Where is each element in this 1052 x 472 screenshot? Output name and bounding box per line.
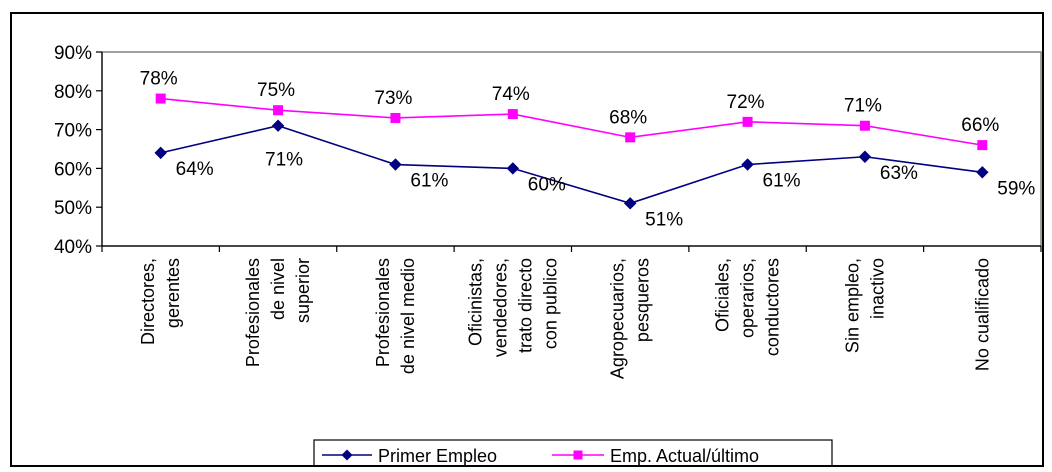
- data-label-emp-actual: 74%: [492, 84, 530, 105]
- x-category-label-line: Oficinistas,: [465, 258, 485, 346]
- x-category-label-line: conductores: [763, 258, 783, 356]
- x-category-label-line: Profesionales: [243, 258, 263, 367]
- data-labels: 78% 75% 73% 74% 68% 72% 71% 66% 64% 71% 61% 60% 51% 6…: [140, 69, 1036, 231]
- data-label-emp-actual: 66%: [961, 115, 999, 136]
- series-line-emp-actual: [160, 97, 983, 146]
- data-label-primer-empleo: 61%: [410, 171, 448, 192]
- legend: Primer Empleo Emp. Actual/último: [313, 439, 833, 471]
- data-point-emp-actual: [977, 140, 988, 151]
- x-category-label: No cualificado: [972, 258, 992, 371]
- data-point-emp-actual: [859, 120, 870, 131]
- data-label-primer-empleo: 60%: [528, 174, 566, 195]
- data-label-emp-actual: 71%: [844, 96, 882, 117]
- series-line-primer-empleo: [160, 124, 983, 205]
- data-label-primer-empleo: 71%: [265, 150, 303, 171]
- x-category-label-line: Agropecuarios,: [608, 258, 628, 379]
- x-category-label-line: pesqueros: [633, 258, 653, 342]
- x-category-label-line: Profesionales: [373, 258, 393, 367]
- data-point-primer-empleo: [154, 146, 167, 160]
- data-point-primer-empleo: [976, 166, 989, 179]
- x-category-label: Profesionales de nivel superior: [243, 258, 313, 367]
- series-layer: [154, 93, 989, 210]
- x-category-label: Profesionales de nivel medio: [373, 258, 418, 374]
- data-label-emp-actual: 73%: [374, 88, 412, 109]
- x-category-label-line: No cualificado: [972, 258, 992, 371]
- x-category-label-line: superior: [293, 258, 313, 323]
- x-category-label-line: gerentes: [163, 258, 183, 328]
- x-category-label: Directores, gerentes: [138, 258, 183, 345]
- y-tick-label: 50%: [54, 198, 92, 219]
- axes: 40% 50% 60% 70% 80% 90% Directores, gerentes Pro…: [54, 43, 1042, 379]
- data-label-emp-actual: 75%: [257, 80, 295, 101]
- x-category-label-line: Oficiales,: [713, 258, 733, 332]
- x-category-label-line: vendedores,: [490, 258, 510, 357]
- legend-label-emp-actual: Emp. Actual/último: [610, 446, 759, 465]
- chart-frame: 40% 50% 60% 70% 80% 90% Directores, gerentes Pro…: [10, 12, 1044, 471]
- line-chart: 40% 50% 60% 70% 80% 90% Directores, gerentes Pro…: [54, 43, 1042, 471]
- data-point-emp-actual: [742, 116, 753, 127]
- data-point-emp-actual: [155, 93, 166, 104]
- x-category-label-line: operarios,: [738, 258, 758, 338]
- y-tick-label: 60%: [54, 159, 92, 180]
- x-category-label-line: de nivel medio: [398, 258, 418, 374]
- data-label-emp-actual: 78%: [140, 69, 178, 90]
- data-label-primer-empleo: 64%: [176, 159, 214, 180]
- x-category-label: Oficiales, operarios, conductores: [713, 258, 783, 356]
- x-category-label-line: Sin empleo,: [842, 258, 862, 353]
- y-tick-label: 70%: [54, 121, 92, 142]
- data-label-primer-empleo: 61%: [763, 171, 801, 192]
- data-label-primer-empleo: 59%: [997, 178, 1035, 199]
- data-point-emp-actual: [507, 109, 518, 120]
- data-point-emp-actual: [625, 132, 636, 143]
- legend-marker-primer-empleo: [341, 449, 353, 461]
- data-point-primer-empleo: [506, 162, 520, 175]
- x-category-label: Agropecuarios, pesqueros: [608, 258, 653, 379]
- x-category-label-line: trato directo: [515, 258, 535, 353]
- x-category-label: Sin empleo, inactivo: [842, 258, 887, 353]
- x-category-label-line: de nivel: [268, 258, 288, 320]
- y-tick-label: 90%: [54, 43, 92, 64]
- y-tick-label: 40%: [54, 237, 92, 258]
- data-label-primer-empleo: 51%: [645, 209, 683, 230]
- data-point-primer-empleo: [389, 158, 402, 171]
- legend-marker-emp-actual: [573, 450, 583, 460]
- x-category-label: Oficinistas, vendedores, trato directo con …: [465, 258, 560, 357]
- data-label-primer-empleo: 63%: [880, 163, 918, 184]
- data-label-emp-actual: 68%: [609, 107, 647, 128]
- data-point-emp-actual: [273, 105, 284, 116]
- x-category-label-line: inactivo: [867, 258, 887, 319]
- data-point-primer-empleo: [623, 197, 637, 210]
- data-point-primer-empleo: [858, 150, 872, 163]
- x-category-label-line: Directores,: [138, 258, 158, 345]
- data-point-primer-empleo: [741, 158, 754, 171]
- data-point-primer-empleo: [271, 119, 285, 132]
- y-tick-label: 80%: [54, 82, 92, 103]
- legend-label-primer-empleo: Primer Empleo: [378, 446, 497, 465]
- data-label-emp-actual: 72%: [727, 92, 765, 113]
- plot-area: [101, 51, 1042, 247]
- x-category-label-line: con publico: [540, 258, 560, 349]
- data-point-emp-actual: [390, 112, 401, 123]
